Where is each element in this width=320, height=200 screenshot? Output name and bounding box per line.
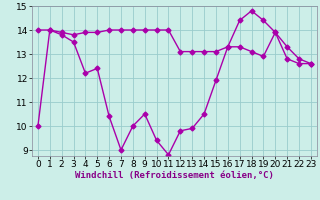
- X-axis label: Windchill (Refroidissement éolien,°C): Windchill (Refroidissement éolien,°C): [75, 171, 274, 180]
